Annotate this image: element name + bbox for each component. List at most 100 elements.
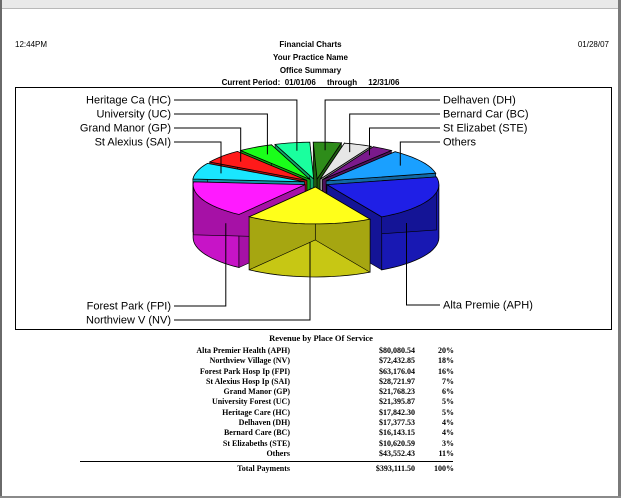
pie-leader-line xyxy=(174,223,227,307)
revenue-row-percent: 18% xyxy=(438,356,454,366)
pie-leader-line xyxy=(349,113,440,153)
revenue-row-percent: 16% xyxy=(438,366,454,376)
revenue-row: Northview Village (NV) $72,432.85 18% xyxy=(150,356,480,366)
revenue-row-name: University Forest (UC) xyxy=(211,397,290,407)
period-start: 01/01/06 xyxy=(284,78,316,87)
revenue-row: Heritage Care (HC) $17,842.30 5% xyxy=(150,408,480,418)
revenue-row-amount: $63,176.04 xyxy=(379,366,415,376)
revenue-row-name: Alta Premier Health (APH) xyxy=(196,346,290,355)
pie-leader-line xyxy=(399,141,440,166)
revenue-row-name: St Alexius Hosp Ip (SAI) xyxy=(205,376,290,386)
pie-slice xyxy=(322,146,393,181)
revenue-row-percent: 20% xyxy=(438,346,454,355)
pie-slice xyxy=(274,141,315,181)
pie-leader-line xyxy=(174,141,222,174)
revenue-row-percent: 5% xyxy=(442,397,454,407)
pie-labels: Heritage Ca (HC) University (UC) Grand Man… xyxy=(80,95,533,327)
revenue-row-name: Others xyxy=(266,448,290,458)
report-date: 01/28/07 xyxy=(577,40,609,49)
pie-slice xyxy=(192,181,306,215)
total-label: Total Payments xyxy=(237,464,290,473)
revenue-row: Grand Manor (GP) $21,768.23 6% xyxy=(150,387,480,397)
revenue-row-name: Delhaven (DH) xyxy=(238,418,290,428)
pie-slice-label: St Elizabet (STE) xyxy=(443,123,527,135)
revenue-row-percent: 4% xyxy=(442,418,454,428)
practice-name: Your Practice Name xyxy=(273,53,348,62)
revenue-row-percent: 5% xyxy=(442,407,454,417)
pie-slice-label: Northview V (NV) xyxy=(86,315,171,327)
window-left-edge xyxy=(0,0,2,498)
pie-leader-line xyxy=(174,127,242,162)
revenue-row-name: St Elizabeths (STE) xyxy=(222,438,290,448)
revenue-row-amount: $80,080.54 xyxy=(379,346,415,355)
through-label: through xyxy=(326,78,358,87)
pie-slice xyxy=(247,186,372,225)
pie-leader-line xyxy=(174,113,268,155)
pie-slice xyxy=(312,141,343,181)
pie-slice-label: Alta Premie (APH) xyxy=(443,300,533,312)
pie-slice-label: University (UC) xyxy=(96,109,171,121)
revenue-row-percent: 4% xyxy=(442,428,454,438)
revenue-row-amount: $16,143.15 xyxy=(379,428,415,438)
revenue-row: University Forest (UC) $21,395.87 5% xyxy=(150,397,480,407)
window-bottom-edge xyxy=(0,496,621,498)
revenue-title: Revenue by Place Of Service xyxy=(269,333,373,343)
pie-leader-line xyxy=(174,99,298,151)
pie-slice-label: Delhaven (DH) xyxy=(443,95,516,107)
revenue-row: Alta Premier Health (APH) $80,080.54 20% xyxy=(150,346,480,356)
pie-slice xyxy=(325,176,440,218)
pie-slice-label: St Alexius (SAI) xyxy=(95,137,171,149)
pie-leader-line xyxy=(369,127,440,156)
revenue-row: Forest Park Hosp Ip (FPI) $63,176.04 16% xyxy=(150,367,480,377)
total-amount: $393,111.50 xyxy=(375,464,415,473)
report-time: 12:44PM xyxy=(15,40,48,49)
revenue-row-name: Bernard Care (BC) xyxy=(223,428,290,438)
revenue-row: Bernard Care (BC) $16,143.15 4% xyxy=(150,428,480,438)
period-end: 12/31/06 xyxy=(368,78,400,87)
report-subtitle: Office Summary xyxy=(279,66,342,75)
revenue-row-percent: 11% xyxy=(438,448,454,458)
revenue-row-percent: 3% xyxy=(442,438,454,448)
pie-slice-label: Others xyxy=(443,137,477,149)
revenue-row-amount: $21,768.23 xyxy=(379,387,415,397)
revenue-row: Delhaven (DH) $17,377.53 4% xyxy=(150,418,480,428)
period-label: Current Period: xyxy=(221,78,281,87)
revenue-row-percent: 7% xyxy=(442,376,454,386)
revenue-total-row: Total Payments $393,111.50 100% xyxy=(150,464,480,474)
revenue-row-name: Heritage Care (HC) xyxy=(222,407,290,417)
revenue-row-name: Forest Park Hosp Ip (FPI) xyxy=(199,366,290,376)
pie-slice xyxy=(326,151,437,182)
revenue-row-amount: $17,377.53 xyxy=(379,418,415,428)
revenue-row-name: Northview Village (NV) xyxy=(209,356,290,366)
revenue-row-amount: $72,432.85 xyxy=(379,356,415,366)
revenue-row-amount: $17,842.30 xyxy=(379,407,415,417)
pie-slice xyxy=(239,144,311,180)
revenue-row: St Elizabeths (STE) $10,620.59 3% xyxy=(150,439,480,449)
current-period: Current Period: 01/01/06 through 12/31/0… xyxy=(0,78,621,87)
pie-slice-label: Heritage Ca (HC) xyxy=(86,95,171,107)
pie-leader-line xyxy=(406,223,440,306)
total-percent: 100% xyxy=(434,464,454,473)
pie-leader-line xyxy=(174,242,311,321)
pie-slice-label: Grand Manor (GP) xyxy=(80,123,171,135)
pie-slice xyxy=(319,142,373,180)
revenue-row-name: Grand Manor (GP) xyxy=(223,387,290,397)
report-title: Financial Charts xyxy=(279,40,342,49)
revenue-rows: Alta Premier Health (APH) $80,080.54 20% No… xyxy=(150,346,480,459)
pie-chart: Heritage Ca (HC) University (UC) Grand Man… xyxy=(80,95,533,327)
pie-slice xyxy=(208,150,308,181)
pie-tops xyxy=(192,141,440,225)
pie-slice-label: Forest Park (FPI) xyxy=(87,301,171,313)
revenue-row-percent: 6% xyxy=(442,387,454,397)
total-rule xyxy=(80,461,453,462)
revenue-table: Revenue by Place Of Service Alta Premier… xyxy=(150,333,480,459)
revenue-row-amount: $43,552.43 xyxy=(379,448,415,458)
window-top-edge xyxy=(0,0,621,9)
pie-chart-panel: Heritage Ca (HC) University (UC) Grand Man… xyxy=(15,87,612,330)
pie-slice-label: Bernard Car (BC) xyxy=(443,109,529,121)
revenue-row: Others $43,552.43 11% xyxy=(150,449,480,459)
revenue-row-amount: $10,620.59 xyxy=(379,438,415,448)
pie-leader-line xyxy=(324,99,440,151)
revenue-row-amount: $21,395.87 xyxy=(379,397,415,407)
revenue-row: St Alexius Hosp Ip (SAI) $28,721.97 7% xyxy=(150,377,480,387)
